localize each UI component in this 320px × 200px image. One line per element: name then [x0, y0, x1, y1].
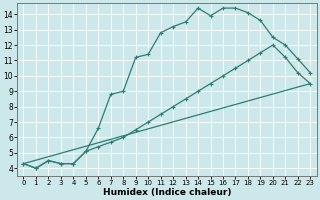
X-axis label: Humidex (Indice chaleur): Humidex (Indice chaleur)	[103, 188, 231, 197]
